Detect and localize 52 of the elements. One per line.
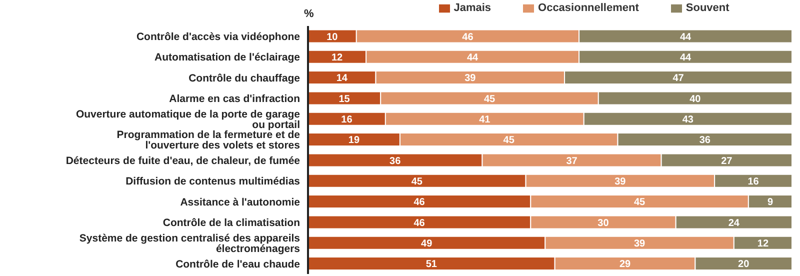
y-tick-label: Programmation de la fermeture et de l'ouverture des volets et stores <box>116 129 300 152</box>
data-label: 37 <box>566 156 578 167</box>
data-label: 45 <box>634 197 646 208</box>
data-label: 39 <box>614 176 626 188</box>
data-label: 19 <box>348 135 360 146</box>
data-label: 39 <box>634 238 646 250</box>
y-tick-label: Contrôle du chauffage <box>188 72 300 84</box>
y-tick-label: Contrôle de la climatisation <box>162 217 300 230</box>
y-tick-label: Détecteurs de fuite d'eau, de chaleur, de fumée <box>66 155 300 168</box>
data-label: 30 <box>598 218 610 229</box>
data-label: 10 <box>326 32 338 43</box>
data-label: 16 <box>341 114 353 126</box>
legend-label: Jamais <box>454 2 492 14</box>
legend-label: Occasionnellement <box>538 2 639 14</box>
data-label: 46 <box>414 197 426 208</box>
data-label: 27 <box>721 156 733 167</box>
data-label: 29 <box>619 259 632 270</box>
data-label: 45 <box>503 135 515 146</box>
data-label: 12 <box>331 52 344 64</box>
data-label: 45 <box>411 176 423 188</box>
data-label: 49 <box>421 238 433 250</box>
data-label: 43 <box>682 114 694 126</box>
data-label: 46 <box>462 32 474 43</box>
data-label: 24 <box>728 218 740 229</box>
y-tick-label: Contrôle de l'eau chaude <box>176 258 300 270</box>
data-label: 40 <box>690 94 702 105</box>
data-label: 9 <box>767 197 774 208</box>
x-axis-title: % <box>304 8 314 20</box>
data-label: 44 <box>466 52 479 64</box>
data-label: 41 <box>479 114 491 126</box>
data-label: 15 <box>338 94 350 105</box>
data-label: 44 <box>680 32 692 43</box>
data-label: 16 <box>748 176 760 188</box>
data-label: 51 <box>426 259 438 270</box>
data-label: 46 <box>414 218 426 229</box>
data-label: 36 <box>699 135 711 146</box>
y-tick-label: Système de gestion centralisé des appareils électroménagers <box>79 232 300 255</box>
data-label: 36 <box>390 156 402 167</box>
data-label: 47 <box>672 73 684 84</box>
data-label: 45 <box>484 94 496 105</box>
data-label: 44 <box>680 52 692 64</box>
y-tick-label: Diffusion de contenus multimédias <box>126 176 300 188</box>
data-label: 12 <box>757 238 769 250</box>
y-tick-label: Automatisation de l'éclairage <box>154 52 300 64</box>
y-tick-label: Ouverture automatique de la porte de garage ou portail <box>76 108 300 131</box>
legend-label: Souvent <box>686 2 730 14</box>
y-tick-label: Assitance à l'autonomie <box>180 196 300 208</box>
y-tick-label: Contrôle d'accès via vidéophone <box>136 31 300 44</box>
data-label: 39 <box>464 73 476 84</box>
data-label: 14 <box>336 73 348 84</box>
y-tick-label: Alarme en cas d'infraction <box>169 93 300 106</box>
data-label: 20 <box>738 259 750 270</box>
